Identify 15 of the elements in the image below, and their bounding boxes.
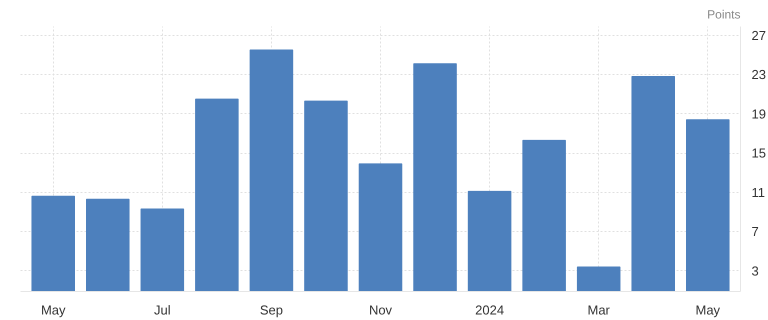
y-tick-label: 27 [752,28,766,43]
x-tick-label: Sep [260,302,283,318]
x-tick-label: May [695,302,721,318]
y-tick-label: 23 [752,67,766,82]
x-tick-label: Nov [368,302,393,318]
y-tick-label: 7 [752,224,759,240]
y-tick-label: 15 [752,146,766,161]
y-tick-label: 11 [752,184,765,200]
x-tick-label: May [40,302,66,318]
x-tick-label: Mar [587,302,611,318]
y-tick-label: 3 [752,263,759,278]
x-tick-label: 2024 [475,302,504,318]
y-tick-label: 19 [752,106,766,122]
x-tick-label: Jul [154,302,171,318]
y-axis-title: Points [707,8,741,22]
